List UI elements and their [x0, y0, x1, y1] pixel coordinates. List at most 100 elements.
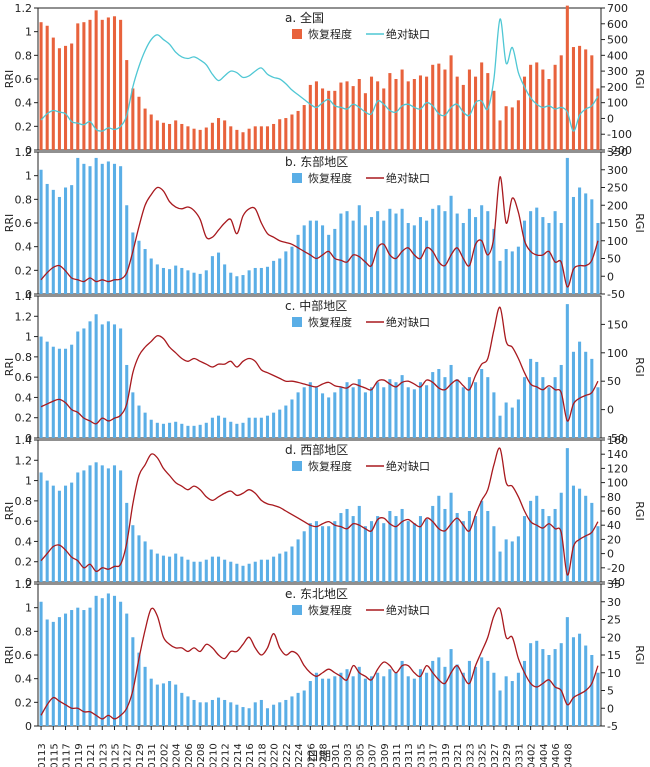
x-tick-label: 0127	[123, 743, 134, 767]
bar	[516, 246, 520, 294]
bar	[259, 699, 263, 726]
right-tick-label: 30	[607, 596, 621, 609]
bar	[131, 88, 135, 150]
bar	[510, 251, 514, 294]
bar	[70, 43, 74, 150]
bar	[584, 193, 588, 294]
x-tick-label: 0228	[319, 743, 330, 767]
bar	[388, 379, 392, 438]
bar	[565, 5, 569, 151]
series-line	[40, 607, 599, 720]
bar	[168, 269, 172, 294]
bar	[278, 409, 282, 438]
bar	[51, 485, 55, 582]
bar	[198, 424, 202, 438]
left-tick-label: 0.4	[15, 535, 33, 548]
legend-label: 绝对缺口	[386, 459, 430, 473]
bar	[278, 258, 282, 294]
left-tick-label: 0.4	[15, 241, 33, 254]
left-tick-label: 0	[25, 432, 32, 445]
bar	[174, 421, 178, 438]
bar	[578, 633, 582, 726]
bar	[547, 79, 551, 150]
bar	[168, 422, 172, 438]
x-tick-label: 0408	[563, 743, 574, 767]
bar	[339, 387, 343, 438]
bar	[64, 187, 68, 294]
bar	[596, 672, 600, 726]
bar	[455, 513, 459, 582]
bar	[529, 358, 533, 438]
right-tick-label: 300	[607, 164, 628, 177]
bar	[590, 502, 594, 582]
bar	[492, 672, 496, 726]
bar	[382, 88, 386, 150]
bar	[272, 412, 276, 438]
left-tick-label: 0.2	[15, 696, 33, 709]
legend-label: 恢复程度	[308, 459, 352, 473]
bar	[253, 702, 257, 726]
bar	[565, 617, 569, 726]
bar	[186, 270, 190, 294]
bar	[461, 84, 465, 150]
x-tick-label: 0406	[551, 743, 562, 767]
bar	[259, 267, 263, 294]
bar	[137, 535, 141, 582]
bar	[406, 81, 410, 150]
bar	[290, 246, 294, 294]
bar	[327, 90, 331, 150]
bar	[106, 17, 110, 150]
left-tick-label: 1	[25, 331, 32, 344]
bar	[376, 211, 380, 294]
left-tick-label: 1	[25, 170, 32, 183]
bar	[498, 690, 502, 726]
bar	[474, 217, 478, 294]
bar	[339, 213, 343, 294]
bar	[406, 223, 410, 294]
bar	[363, 225, 367, 294]
bar	[155, 684, 159, 726]
bar	[70, 610, 74, 726]
bar	[443, 666, 447, 726]
right-tick-label: -50	[607, 288, 625, 301]
bar	[290, 546, 294, 582]
bar	[39, 601, 43, 726]
bar	[125, 613, 129, 726]
bar	[76, 157, 80, 294]
bar	[131, 392, 135, 438]
bar	[155, 120, 159, 150]
bar	[265, 266, 270, 294]
left-axis-label: RRI	[3, 646, 16, 665]
bar	[235, 276, 239, 294]
bar	[412, 225, 416, 294]
right-tick-label: 100	[607, 97, 628, 110]
bar	[247, 563, 251, 582]
bar	[498, 551, 502, 582]
right-tick-label: 0	[607, 112, 614, 125]
bar	[363, 678, 367, 726]
bar	[76, 472, 80, 582]
bar	[535, 361, 539, 438]
bar	[314, 220, 318, 294]
bar	[467, 377, 471, 438]
bar	[486, 660, 490, 726]
bar	[112, 324, 117, 438]
bar	[223, 417, 227, 438]
bar	[45, 619, 49, 726]
bar	[578, 187, 582, 294]
bar	[486, 211, 490, 294]
bar	[192, 425, 196, 438]
x-tick-label: 0323	[465, 743, 476, 767]
bar	[480, 369, 484, 438]
bar	[547, 223, 551, 294]
x-tick-label: 0222	[282, 743, 293, 767]
panel-title: d. 西部地区	[285, 442, 348, 457]
bar	[229, 272, 233, 294]
bar	[100, 19, 104, 151]
bar	[590, 358, 594, 438]
bar	[406, 676, 410, 726]
bar	[302, 531, 306, 582]
bar	[504, 539, 508, 582]
left-tick-label: 1.2	[15, 310, 33, 323]
left-tick-label: 0.2	[15, 264, 33, 277]
